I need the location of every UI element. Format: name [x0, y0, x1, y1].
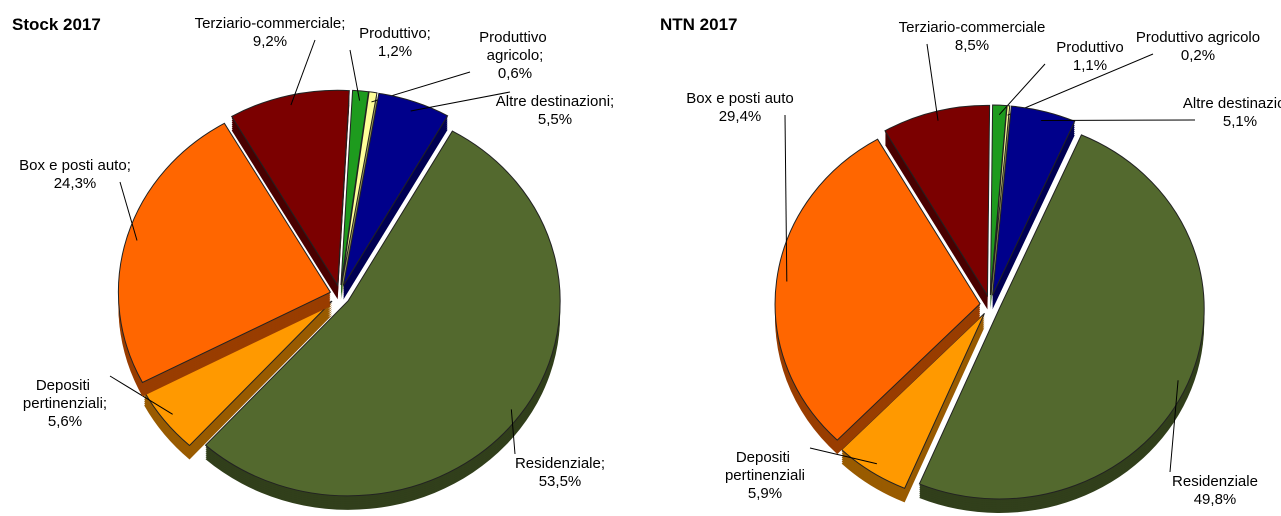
slice-side	[341, 97, 377, 292]
value-label: 53,5%	[539, 473, 582, 490]
label-line: Altre destinazioni	[1183, 95, 1281, 112]
value-label: 8,5%	[955, 37, 989, 54]
label-line: Residenziale	[1172, 473, 1258, 490]
slice	[204, 130, 561, 497]
slice	[340, 89, 370, 286]
label-line: Produttivo agricolo	[1136, 29, 1260, 46]
slice	[117, 122, 332, 384]
value-label: 24,3%	[54, 175, 97, 192]
value-label: 9,2%	[253, 33, 287, 50]
slice-label: Produttivo agricolo	[1136, 29, 1260, 46]
chart-title: NTN 2017	[660, 15, 737, 34]
leader-line	[809, 447, 877, 465]
label-line: Terziario-commerciale;	[195, 15, 346, 32]
label-line: Depositi	[36, 377, 94, 394]
leader-line	[290, 39, 316, 106]
label-line: Produttivo	[479, 29, 551, 46]
value-label: 1,1%	[1073, 57, 1107, 74]
slice-label: Produttivo;	[359, 25, 431, 42]
leader-line	[410, 91, 511, 112]
value-label: 0,6%	[498, 65, 532, 82]
slice	[774, 138, 981, 441]
leader-line	[1007, 53, 1154, 116]
slice-side	[990, 115, 1010, 306]
slice-label: Box e posti auto	[686, 90, 794, 107]
value-label: 5,9%	[748, 485, 782, 502]
leader-line	[784, 114, 788, 282]
leader-line	[349, 49, 361, 101]
label-line: Depositi	[736, 449, 794, 466]
value-label: 1,2%	[378, 43, 412, 60]
leader-line	[926, 43, 939, 121]
value-label: 29,4%	[719, 108, 762, 125]
slice-label: Altre destinazioni	[1183, 95, 1281, 112]
leader-line	[119, 181, 138, 241]
slice-side	[990, 113, 1010, 304]
slice	[884, 104, 991, 298]
slice	[918, 134, 1205, 500]
label-line: Altre destinazioni;	[496, 93, 614, 110]
slice	[342, 92, 449, 286]
slice-label: Depositi pertinenziali;	[23, 377, 107, 412]
slice-label: Altre destinazioni;	[496, 93, 614, 110]
slice	[990, 105, 1011, 296]
label-line: Residenziale;	[515, 455, 605, 472]
slice-label: Produttivo	[1056, 39, 1124, 56]
slice-label: Terziario-commerciale	[899, 19, 1046, 36]
value-label: 5,1%	[1223, 113, 1257, 130]
slice-label: Residenziale	[1172, 473, 1258, 490]
label-line: Terziario-commerciale	[899, 19, 1046, 36]
value-label: 5,6%	[48, 413, 82, 430]
leader-line	[1041, 119, 1196, 122]
label-line: pertinenziali;	[23, 395, 107, 412]
leader-line	[109, 375, 173, 415]
slice-label: Produttivo agricolo;	[479, 29, 551, 64]
slice-label: Terziario-commerciale;	[195, 15, 346, 32]
slice-side	[990, 111, 1010, 302]
slice-label: Box e posti auto;	[19, 157, 131, 174]
value-label: 0,2%	[1181, 47, 1215, 64]
label-line: agricolo;	[487, 47, 544, 64]
slice-side	[341, 95, 377, 290]
label-line: Box e posti auto;	[19, 157, 131, 174]
label-line: pertinenziali	[725, 467, 805, 484]
value-label: 49,8%	[1194, 491, 1237, 508]
slice	[340, 91, 378, 286]
label-line: Produttivo;	[359, 25, 431, 42]
label-line: Box e posti auto	[686, 90, 794, 107]
slice-side	[341, 99, 377, 294]
leader-line	[1169, 380, 1179, 473]
slice	[991, 105, 1076, 296]
slice	[230, 89, 350, 287]
slice-label: Depositi pertinenziali	[725, 449, 805, 484]
value-label: 5,5%	[538, 111, 572, 128]
label-line: Produttivo	[1056, 39, 1124, 56]
leader-line	[510, 409, 516, 455]
slice-label: Residenziale;	[515, 455, 605, 472]
chart-title: Stock 2017	[12, 15, 101, 34]
